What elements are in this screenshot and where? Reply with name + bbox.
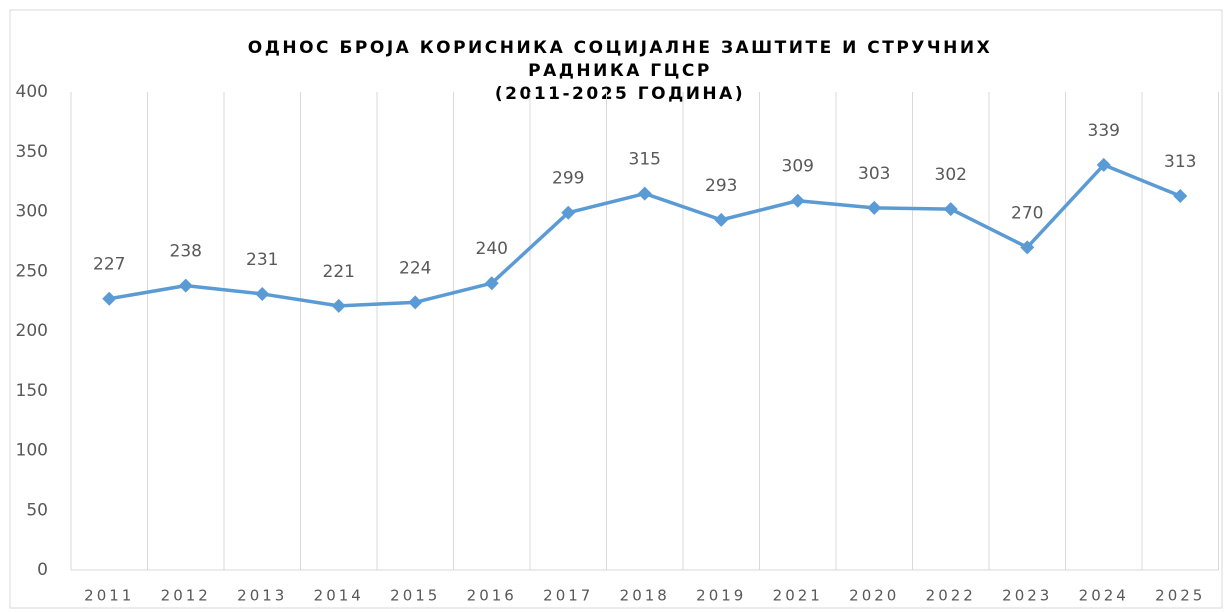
marker — [484, 276, 499, 291]
marker — [714, 212, 729, 227]
x-tick-label: 2016 — [467, 587, 517, 605]
data-label: 270 — [1011, 203, 1043, 223]
x-tick-label: 2018 — [620, 587, 670, 605]
marker — [1173, 188, 1188, 203]
chart-title: РАДНИКА ГЦСР — [528, 61, 712, 81]
line — [108, 163, 1181, 308]
data-label: 221 — [323, 262, 355, 282]
y-tick-label: 350 — [16, 142, 48, 162]
data-label: 238 — [170, 242, 202, 262]
x-tick-label: 2017 — [543, 587, 593, 605]
data-label: 224 — [399, 258, 431, 278]
marker — [561, 205, 576, 220]
marker — [102, 291, 117, 306]
x-tick-label: 2024 — [1079, 587, 1129, 605]
y-tick-label: 0 — [37, 560, 48, 580]
x-tick-label: 2021 — [773, 587, 823, 605]
marker — [943, 202, 958, 217]
marker — [1020, 240, 1035, 255]
chart-frame — [9, 9, 1223, 609]
x-tick-label: 2023 — [1002, 587, 1052, 605]
x-tick-label: 2011 — [84, 587, 134, 605]
data-label: 309 — [782, 157, 814, 177]
x-tick-label: 2019 — [696, 587, 746, 605]
marker — [408, 295, 423, 310]
data-label: 299 — [552, 169, 584, 189]
marker — [790, 193, 805, 208]
marker — [331, 298, 346, 313]
x-tick-label: 2020 — [849, 587, 899, 605]
data-label: 240 — [476, 239, 508, 259]
marker — [867, 200, 882, 215]
marker — [178, 278, 193, 293]
y-tick-label: 200 — [16, 321, 48, 341]
y-tick-label: 400 — [16, 82, 48, 102]
x-tick-label: 2014 — [314, 587, 364, 605]
data-label: 231 — [246, 250, 278, 270]
data-label: 313 — [1164, 152, 1196, 172]
y-tick-label: 50 — [26, 500, 48, 520]
data-label: 227 — [93, 255, 125, 275]
chart-title: ОДНОС БРОЈА КОРИСНИКА СОЦИЈАЛНЕ ЗАШТИТЕ … — [248, 38, 992, 58]
y-tick-label: 300 — [16, 202, 48, 222]
data-label: 339 — [1088, 121, 1120, 141]
x-tick-label: 2015 — [390, 587, 440, 605]
x-tick-label: 2025 — [1155, 587, 1205, 605]
marker — [637, 186, 652, 201]
data-label: 303 — [858, 164, 890, 184]
x-tick-label: 2022 — [926, 587, 976, 605]
chart-title: (2011-2025 ГОДИНА) — [495, 84, 745, 104]
marker — [1096, 157, 1111, 172]
data-label: 315 — [629, 150, 661, 170]
data-label: 302 — [935, 165, 967, 185]
x-tick-label: 2012 — [161, 587, 211, 605]
x-tick-label: 2013 — [237, 587, 287, 605]
marker — [255, 286, 270, 301]
data-label: 293 — [705, 176, 737, 196]
y-tick-label: 250 — [16, 261, 48, 281]
y-tick-label: 100 — [16, 441, 48, 461]
y-tick-label: 150 — [16, 381, 48, 401]
